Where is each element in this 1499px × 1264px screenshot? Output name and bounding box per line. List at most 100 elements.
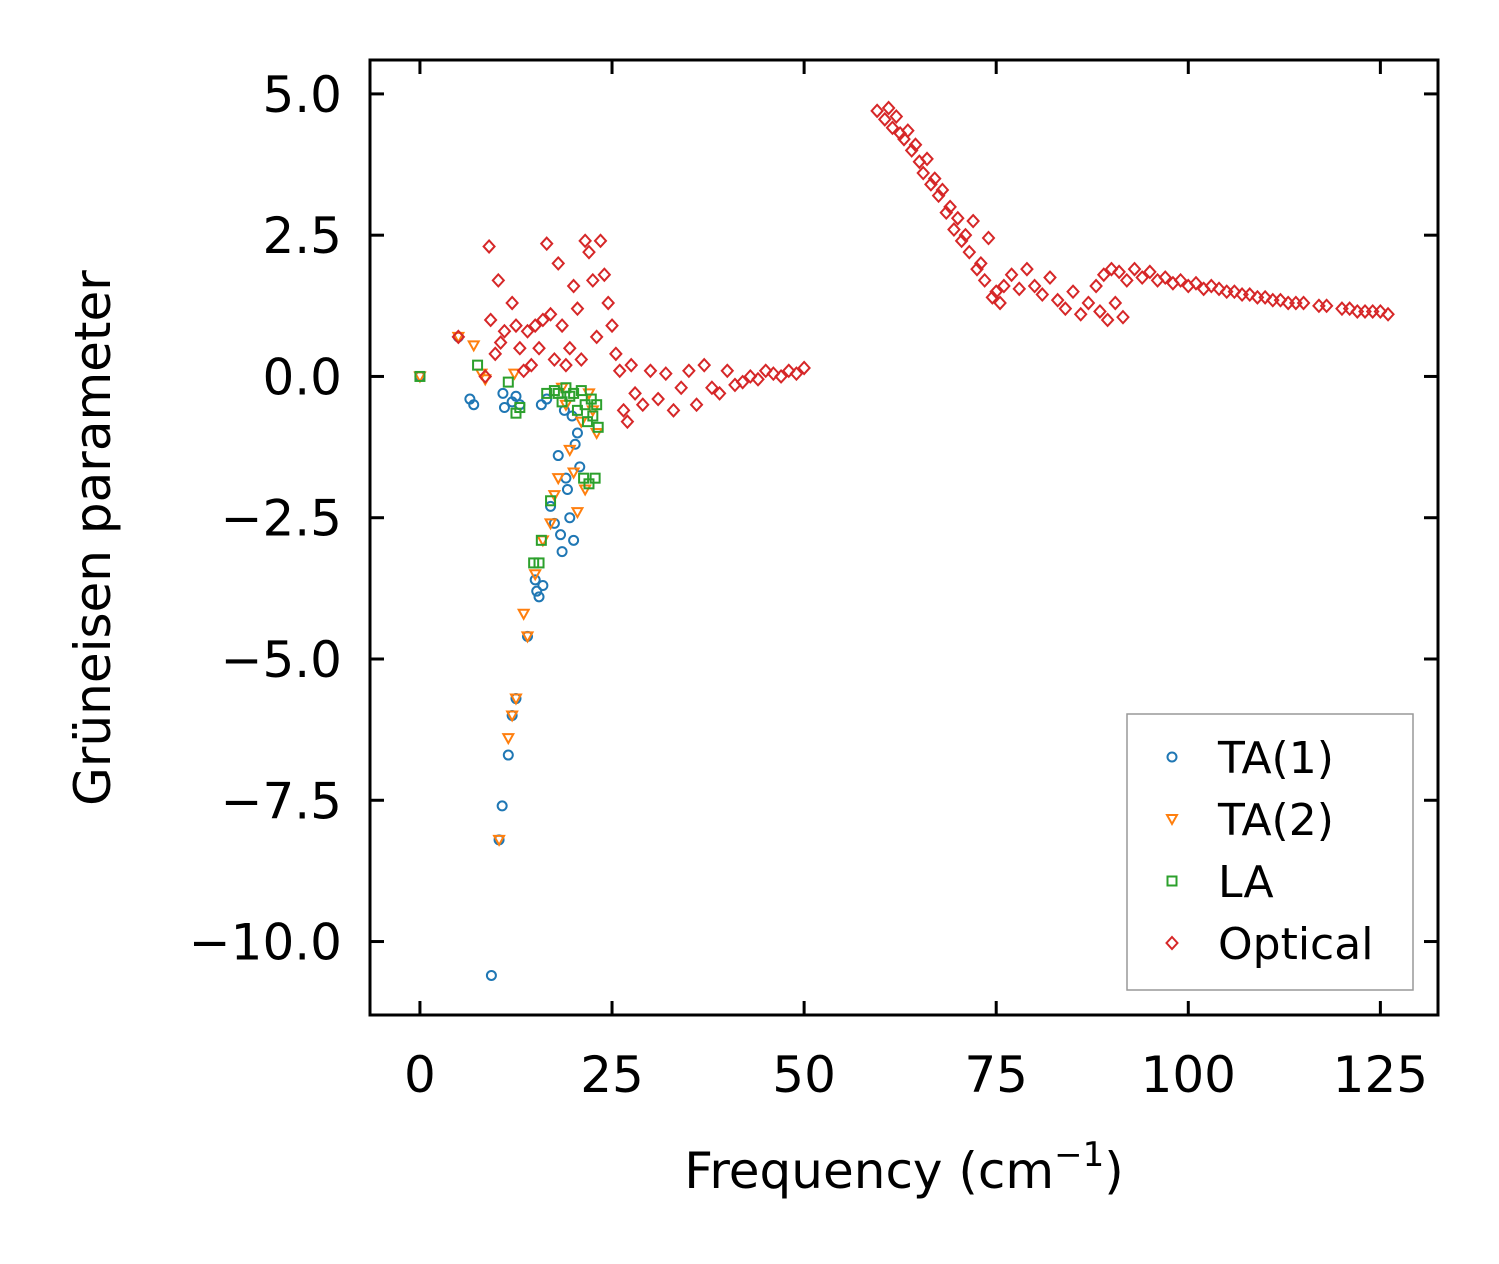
data-point [524, 357, 539, 373]
data-point [589, 427, 604, 441]
data-point [977, 272, 992, 288]
data-point [467, 340, 481, 353]
data-point [510, 390, 522, 402]
data-point [881, 100, 896, 116]
legend-entry: TA(2) [1165, 795, 1334, 846]
data-point [705, 380, 719, 396]
data-point [924, 176, 938, 192]
data-point [498, 402, 510, 414]
legend-entry: TA(1) [1166, 733, 1334, 784]
data-point [1135, 270, 1150, 286]
data-point [1058, 301, 1073, 317]
data-point [537, 580, 549, 592]
data-point [1273, 292, 1288, 308]
data-point [468, 399, 480, 411]
series-la [414, 359, 604, 569]
data-point [612, 363, 627, 379]
data-point [561, 483, 573, 495]
labels-layer: 0 25 50 75 100 125 5.0 2.5 0.0 −2.5 −5.0 −7.5 −10.0 [189, 66, 1428, 1104]
data-point [666, 402, 681, 418]
data-point [870, 103, 884, 119]
data-point [1096, 267, 1111, 283]
data-point [1119, 272, 1134, 288]
y-tick-label: −5.0 [221, 631, 342, 689]
data-point [981, 230, 996, 246]
data-point [571, 404, 583, 416]
data-point [529, 574, 541, 586]
data-point [528, 318, 543, 334]
data-point [545, 495, 557, 507]
data-point [916, 165, 931, 181]
data-point [414, 370, 426, 382]
data-point [543, 306, 558, 322]
data-point [985, 289, 1000, 305]
data-point [789, 366, 804, 382]
data-point [505, 710, 519, 723]
data-point [501, 733, 516, 746]
data-point [514, 402, 526, 414]
data-point [562, 340, 577, 356]
data-point [597, 267, 612, 283]
data-point [578, 233, 592, 249]
data-point [585, 272, 600, 288]
data-point [547, 352, 562, 367]
data-point [939, 205, 954, 221]
data-point [1112, 264, 1126, 280]
y-tick-label: 0.0 [262, 348, 342, 406]
data-point [935, 182, 950, 198]
x-axis-title-superscript: −1 [1054, 1135, 1104, 1175]
data-point [583, 478, 595, 490]
legend-label: TA(2) [1217, 795, 1334, 846]
data-point [570, 301, 585, 317]
data-point [512, 340, 527, 356]
data-point [900, 123, 915, 139]
data-point [1081, 295, 1096, 311]
data-point [482, 238, 496, 254]
data-point [1012, 281, 1027, 297]
data-point [973, 255, 988, 271]
legend-entries: TA(1) TA(2) LA Optical [1165, 733, 1373, 970]
legend-label: TA(1) [1217, 733, 1334, 784]
data-point [774, 368, 788, 384]
data-point [563, 444, 577, 457]
data-point [564, 512, 576, 524]
x-tick-label: 100 [1141, 1046, 1236, 1104]
data-point [492, 834, 506, 847]
legend-marker [1166, 751, 1178, 763]
data-point [1319, 298, 1334, 314]
data-point [758, 363, 773, 379]
data-point [451, 331, 466, 344]
data-point [488, 346, 503, 362]
data-point [743, 368, 758, 384]
data-point [493, 335, 508, 351]
data-point [751, 371, 765, 387]
x-axis-title-close: ) [1104, 1142, 1124, 1200]
data-point [931, 188, 946, 204]
data-point [491, 272, 506, 288]
data-point [712, 385, 727, 401]
data-point [989, 284, 1004, 300]
legend: TA(1) TA(2) LA Optical [1126, 713, 1414, 991]
data-point [541, 393, 553, 405]
data-point [885, 120, 900, 136]
data-point [1296, 295, 1311, 311]
data-point [624, 357, 639, 373]
data-point [497, 323, 512, 339]
data-point [947, 222, 961, 238]
data-point [593, 233, 608, 249]
data-point [589, 472, 601, 484]
data-point [908, 137, 923, 153]
data-point [568, 534, 580, 546]
data-point [571, 427, 583, 439]
data-point [697, 357, 712, 373]
data-point [556, 396, 568, 408]
x-tick-label: 75 [964, 1046, 1028, 1104]
legend-entry: Optical [1165, 919, 1373, 970]
data-point [533, 557, 545, 569]
data-point [781, 363, 796, 379]
data-point [509, 318, 523, 334]
data-point [797, 360, 811, 376]
data-point [545, 500, 557, 512]
ticks-layer [370, 60, 1438, 1015]
data-point [950, 210, 965, 226]
